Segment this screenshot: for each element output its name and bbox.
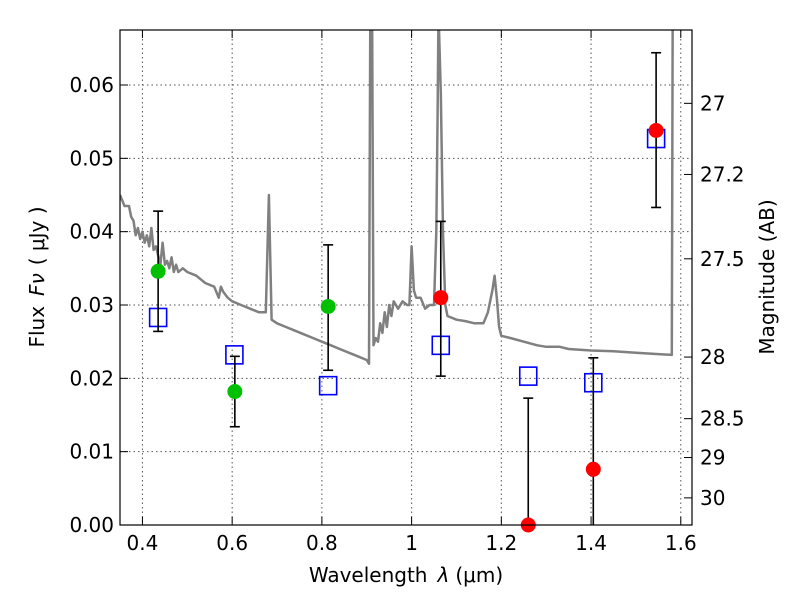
x-axis-label: Wavelength λ (μm) — [309, 563, 503, 587]
x-tick-label: 1.2 — [485, 531, 517, 555]
x-tick-label: 0.8 — [306, 531, 338, 555]
y-tick-label: 0.01 — [69, 440, 114, 464]
y-axis-label: FluxFν( μJy ) — [25, 206, 49, 347]
y-tick-label: 0.06 — [69, 73, 114, 97]
y-tick-label: 0.05 — [69, 146, 114, 170]
observed-flux-point — [585, 461, 601, 477]
x-tick-label: 1.6 — [665, 531, 697, 555]
observed-flux-point — [227, 384, 243, 400]
axis-ticks: 0.4 0.6 0.8 1 1.2 1.4 1.6 0.00 0.01 0.02 0.03 0.04 0… — [69, 30, 745, 555]
y2-axis-label: Magnitude (AB) — [755, 199, 779, 354]
x-tick-label: 1 — [405, 531, 418, 555]
y2-tick-label: 27.2 — [700, 162, 745, 186]
model-flux-square — [518, 366, 538, 386]
y-tick-label: 0.00 — [69, 513, 114, 537]
observed-flux-point — [433, 290, 449, 306]
observed-flux-point — [648, 122, 664, 138]
observed-flux-point — [150, 263, 166, 279]
observed-flux-point — [320, 298, 336, 314]
x-tick-label: 0.4 — [127, 531, 159, 555]
y2-tick-label: 28 — [700, 345, 725, 369]
model-flux-square — [318, 375, 338, 396]
plot-layer — [120, 30, 674, 365]
plot-frame — [119, 29, 693, 526]
plot-area — [120, 30, 692, 525]
marker-layer — [148, 51, 666, 533]
x-tick-label: 0.6 — [216, 531, 248, 555]
y2-tick-label: 28.5 — [700, 407, 745, 431]
y-tick-label: 0.03 — [69, 293, 114, 317]
y2-tick-label: 27.5 — [700, 247, 745, 271]
y2-tick-label: 27 — [700, 91, 725, 115]
y2-tick-label: 30 — [700, 486, 725, 510]
y2-tick-label: 29 — [700, 446, 725, 470]
y-tick-label: 0.04 — [69, 220, 114, 244]
x-tick-label: 1.4 — [575, 531, 607, 555]
y-tick-label: 0.02 — [69, 366, 114, 390]
spectrum-line — [120, 30, 674, 365]
